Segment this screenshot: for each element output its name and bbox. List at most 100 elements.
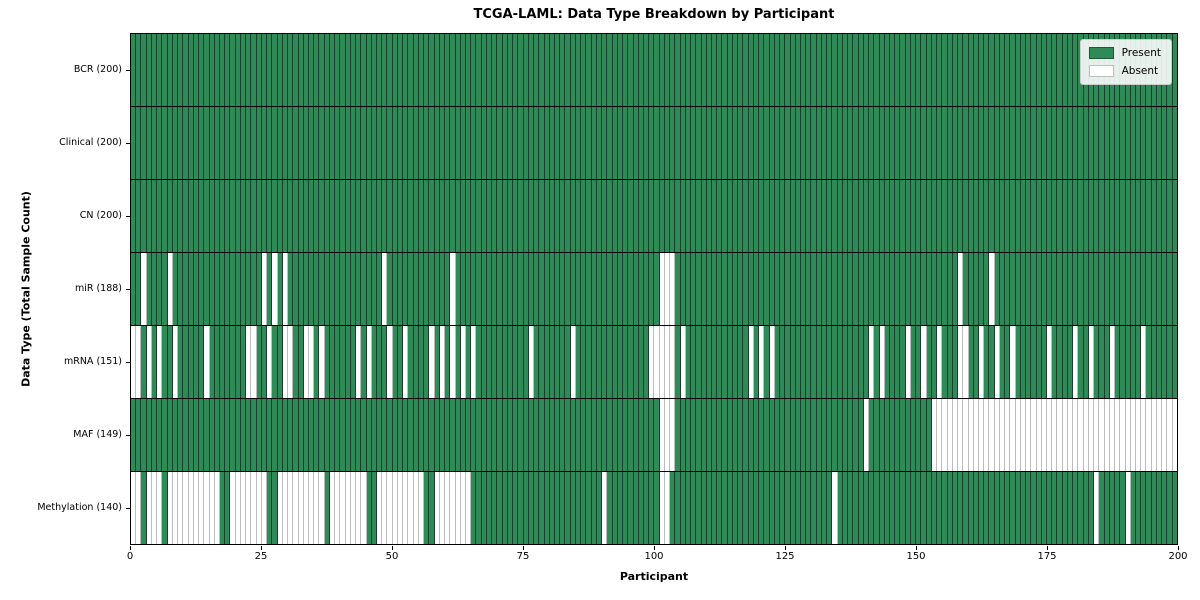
heatmap-cell [282,472,289,544]
heatmap-cell [963,326,969,398]
heatmap-cell [926,326,932,398]
heatmap-cell [769,180,775,252]
heatmap-cell [361,107,367,179]
heatmap-cell [534,399,540,471]
heatmap-cell [199,34,205,106]
heatmap-cell [659,399,665,471]
heatmap-cell [455,253,461,325]
heatmap-cell [303,472,309,544]
heatmap-cell [303,34,309,106]
heatmap-cell [994,107,1000,179]
heatmap-cell [329,180,336,252]
heatmap-cell [612,180,618,252]
heatmap-cell [193,107,200,179]
heatmap-cell [1115,326,1121,398]
heatmap-cell [261,107,268,179]
heatmap-cell [214,253,220,325]
heatmap-cell [670,34,676,106]
heatmap-cell [560,399,566,471]
y-tick-mark [126,362,130,364]
heatmap-cell [638,326,644,398]
heatmap-cell [680,472,686,544]
heatmap-cell [926,107,932,179]
heatmap-cell [486,326,493,398]
heatmap-cell [743,472,749,544]
heatmap-cell [199,472,205,544]
heatmap-cell [1078,472,1084,544]
heatmap-cell [387,472,393,544]
heatmap-cell [172,180,179,252]
heatmap-cell [476,399,482,471]
heatmap-cell [931,180,938,252]
heatmap-cell [1156,253,1163,325]
heatmap-cell [916,107,922,179]
heatmap-cell [424,107,430,179]
heatmap-cell [602,472,608,544]
heatmap-cell [397,34,404,106]
heatmap-cell [633,253,639,325]
heatmap-cell [858,472,864,544]
heatmap-cell [162,472,168,544]
heatmap-cell [764,326,770,398]
heatmap-cell [832,180,838,252]
heatmap-cell [811,180,817,252]
heatmap-cell [366,180,372,252]
heatmap-cell [774,253,781,325]
heatmap-cell [863,107,870,179]
heatmap-cell [1067,107,1074,179]
heatmap-cell [319,107,325,179]
heatmap-cell [219,107,226,179]
heatmap-cell [874,399,880,471]
heatmap-cell [1047,253,1053,325]
heatmap-cell [298,472,304,544]
heatmap-cell [978,34,985,106]
heatmap-cell [748,326,754,398]
heatmap-cell [1156,399,1163,471]
heatmap-cell [832,472,838,544]
heatmap-cell [727,107,733,179]
heatmap-cell [764,107,770,179]
heatmap-cell [518,472,524,544]
heatmap-cell [172,399,179,471]
heatmap-cell [513,180,519,252]
heatmap-cell [308,326,315,398]
heatmap-cell [596,180,603,252]
heatmap-cell [1005,107,1011,179]
heatmap-cell [267,399,273,471]
heatmap-cell [267,253,273,325]
heatmap-cell [1073,472,1079,544]
heatmap-cell [638,472,644,544]
heatmap-cell [513,472,519,544]
heatmap-cell [1099,107,1105,179]
heatmap-cell [466,180,472,252]
heatmap-cell [136,107,142,179]
heatmap-cell [429,253,435,325]
heatmap-cell [1120,180,1126,252]
heatmap-cell [272,34,278,106]
heatmap-cell [481,253,487,325]
heatmap-cell [371,34,378,106]
heatmap-cell [350,180,357,252]
heatmap-cell [1057,253,1063,325]
heatmap-cell [356,472,362,544]
heatmap-cell [691,399,697,471]
heatmap-cell [706,253,713,325]
heatmap-cell [471,34,477,106]
heatmap-cell [785,253,791,325]
heatmap-cell [623,472,629,544]
heatmap-cell [706,34,713,106]
heatmap-cell [513,399,519,471]
heatmap-cell [240,326,247,398]
heatmap-cell [219,253,226,325]
heatmap-cell [811,34,817,106]
heatmap-cell [178,253,184,325]
heatmap-cell [230,180,236,252]
heatmap-cell [701,180,707,252]
heatmap-cell [827,107,833,179]
heatmap-cell [1083,399,1089,471]
heatmap-cell [1172,472,1177,544]
heatmap-cell [759,180,765,252]
heatmap-cell [1052,399,1058,471]
heatmap-cell [643,472,650,544]
heatmap-cell [1115,253,1121,325]
